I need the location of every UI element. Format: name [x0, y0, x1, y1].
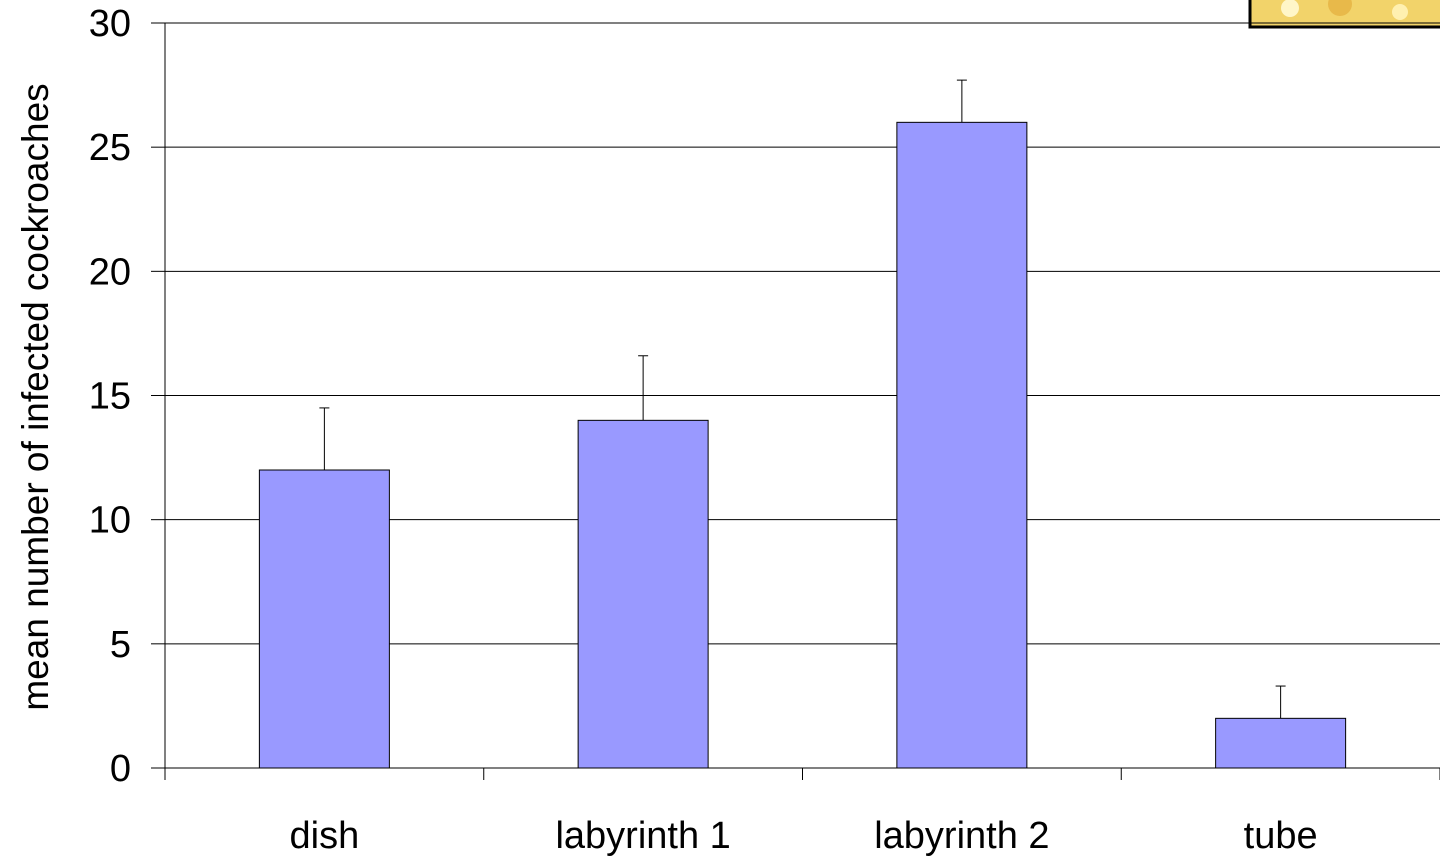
- y-tick-label: 5: [110, 624, 131, 666]
- y-tick-label: 20: [89, 251, 131, 293]
- x-category-label: labyrinth 2: [874, 815, 1049, 857]
- bar: [1215, 717, 1347, 769]
- y-tick-label: 0: [110, 748, 131, 790]
- x-category-label: dish: [290, 815, 360, 857]
- x-tick-labels: dish labyrinth 1 labyrinth 2 tube: [290, 815, 1318, 857]
- y-tick-label: 30: [89, 3, 131, 45]
- x-category-label: labyrinth 1: [555, 815, 730, 857]
- bars: [258, 121, 1347, 769]
- axes: [151, 22, 1440, 780]
- y-tick-label: 10: [89, 500, 131, 542]
- y-axis-title: mean number of infected cockroaches: [15, 83, 56, 710]
- bar: [896, 121, 1028, 769]
- x-category-label: tube: [1244, 815, 1318, 857]
- bar: [577, 419, 709, 769]
- bar: [258, 469, 390, 769]
- y-tick-label: 25: [89, 127, 131, 169]
- y-tick-labels: 0 5 10 15 20 25 30: [89, 3, 131, 790]
- error-bars: [319, 79, 1286, 719]
- y-tick-label: 15: [89, 376, 131, 418]
